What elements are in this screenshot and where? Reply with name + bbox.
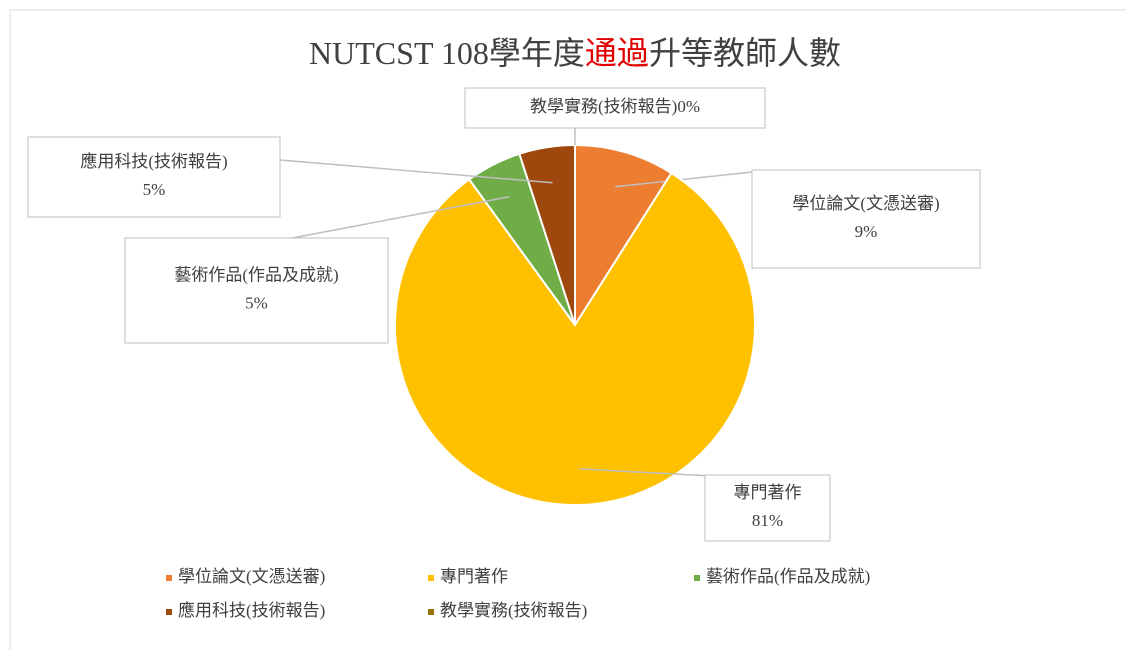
leader-line xyxy=(579,468,713,477)
legend-label: 應用科技(技術報告) xyxy=(178,600,325,620)
data-label-name: 應用科技(技術報告) xyxy=(80,151,227,171)
legend-swatch xyxy=(428,609,434,615)
leader-line xyxy=(281,195,510,241)
data-label-value: 0% xyxy=(677,97,700,116)
leader-line xyxy=(279,159,553,184)
data-label-value: 5% xyxy=(143,180,166,199)
leader-line xyxy=(615,171,753,188)
data-label-name: 學位論文(文憑送審) xyxy=(792,194,939,213)
pie-slice xyxy=(574,143,673,329)
data-label-name: 教學實務(技術報告) xyxy=(530,97,677,116)
legend-swatch xyxy=(166,575,172,581)
legend-swatch xyxy=(694,575,700,581)
data-label-value: 9% xyxy=(855,222,878,241)
label-box xyxy=(124,237,389,344)
chart-title: NUTCST 108學年度通過升等教師人數 xyxy=(309,35,841,71)
label-box xyxy=(751,169,981,269)
data-label: 教學實務(技術報告)0% xyxy=(530,97,700,116)
label-box xyxy=(27,136,281,218)
legend-label: 學位論文(文憑送審) xyxy=(178,567,325,586)
data-label-name: 專門著作 xyxy=(734,483,802,502)
label-box xyxy=(464,87,766,129)
label-box xyxy=(704,474,831,542)
title-part: NUTCST 108學年度 xyxy=(309,35,585,71)
legend-swatch xyxy=(166,609,172,615)
data-label-value: 81% xyxy=(752,511,783,530)
pie-slice xyxy=(394,171,756,506)
legend-label: 藝術作品(作品及成就) xyxy=(706,567,870,586)
legend-swatch xyxy=(428,575,434,581)
title-part: 通過 xyxy=(585,35,649,71)
data-label-value: 5% xyxy=(245,293,268,312)
legend-label: 專門著作 xyxy=(440,567,508,586)
data-label-name: 藝術作品(作品及成就) xyxy=(174,265,338,284)
legend-label: 教學實務(技術報告) xyxy=(440,601,587,620)
title-part: 升等教師人數 xyxy=(649,35,841,71)
